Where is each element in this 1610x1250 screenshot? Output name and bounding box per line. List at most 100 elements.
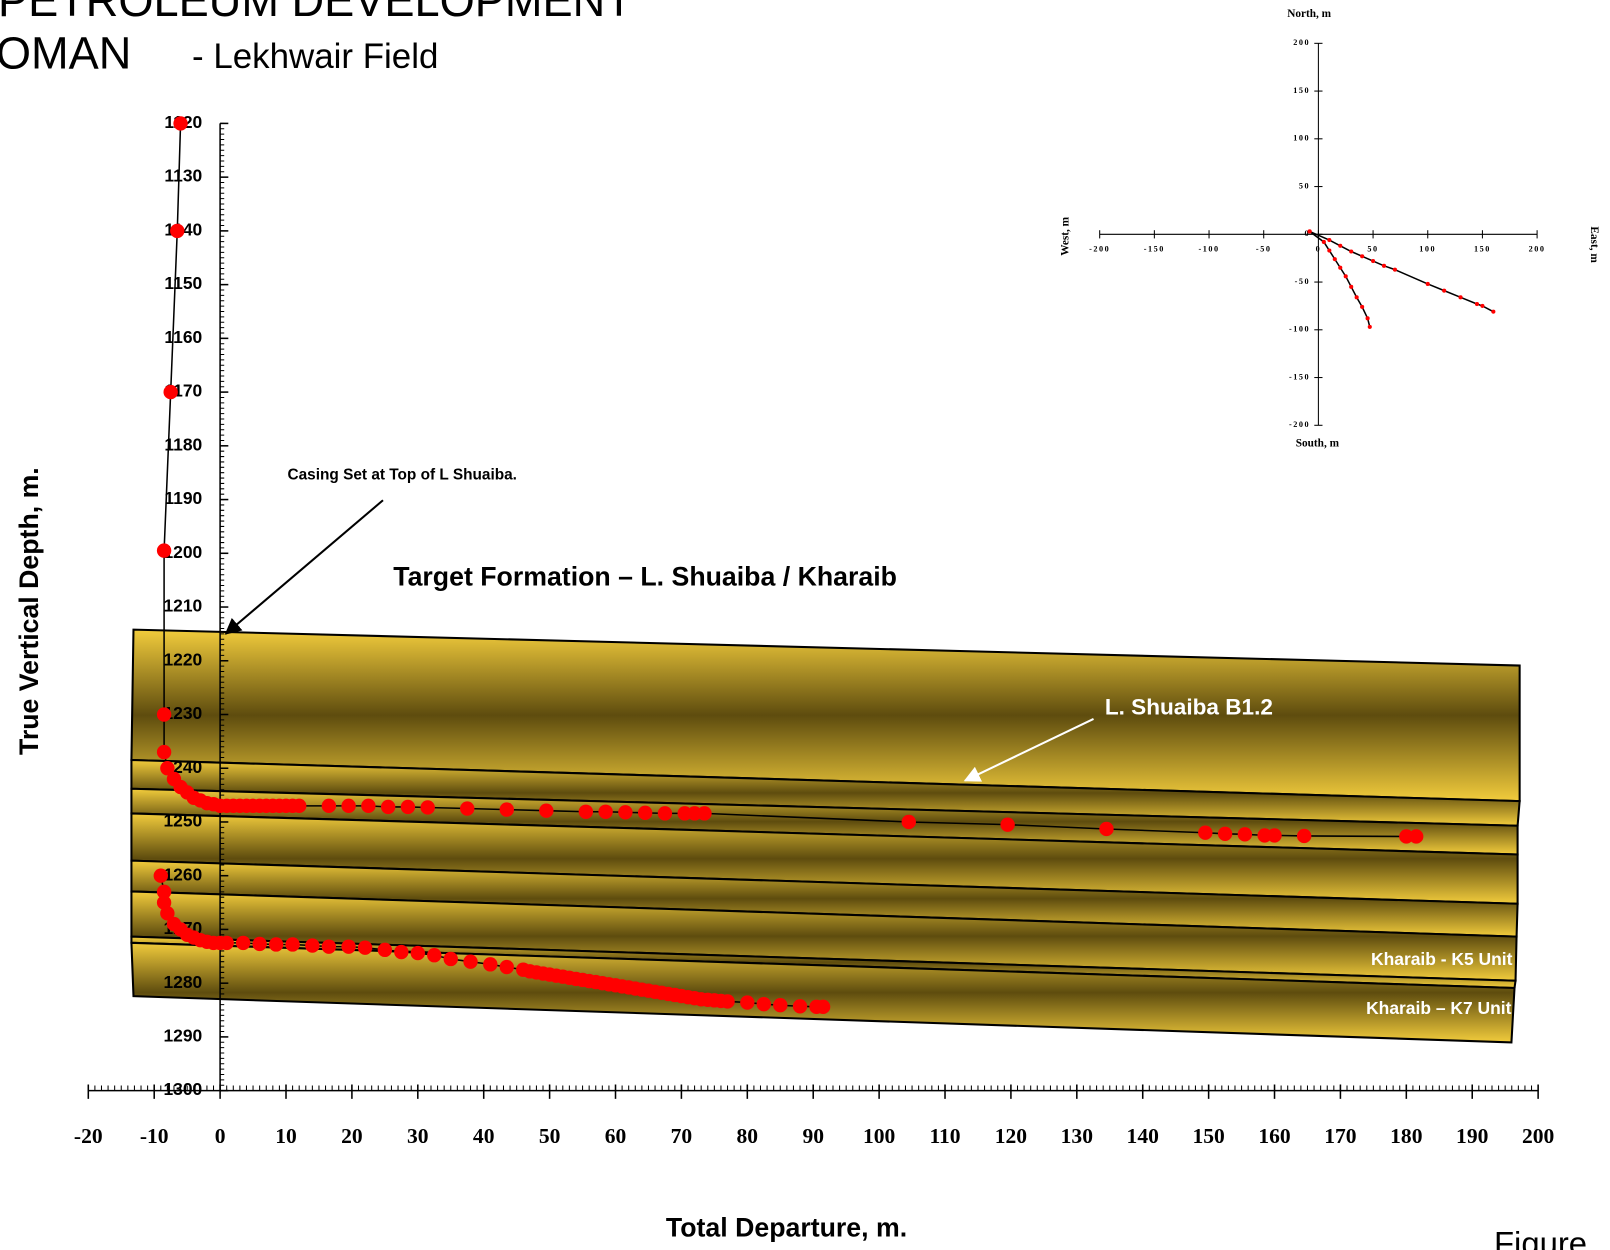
y-tick-label: 1260 xyxy=(163,864,202,884)
survey-point xyxy=(1321,239,1326,245)
survey-point xyxy=(720,994,735,1009)
survey-point xyxy=(1237,827,1253,842)
x-tick-label: 140 xyxy=(1127,1124,1159,1148)
survey-point xyxy=(618,805,633,820)
x-tick-label: -150 xyxy=(1144,245,1165,254)
survey-point xyxy=(1217,826,1233,841)
x-tick-label: 150 xyxy=(1474,245,1491,254)
annotation: Casing Set at Top of L Shuaiba. xyxy=(288,467,517,484)
x-tick-label: 190 xyxy=(1456,1124,1488,1148)
survey-point xyxy=(792,999,808,1014)
y-tick-label: 1300 xyxy=(163,1079,202,1099)
x-tick-label: 100 xyxy=(863,1124,895,1148)
x-tick-label: 50 xyxy=(539,1124,561,1148)
survey-point xyxy=(1000,817,1015,832)
survey-point xyxy=(901,814,916,830)
survey-point xyxy=(427,948,442,963)
header-line1: PETROLEUM DEVELOPMENT xyxy=(0,0,633,26)
x-axis-title: Total Departure, m. xyxy=(666,1212,907,1242)
survey-point xyxy=(394,944,409,960)
survey-point xyxy=(1442,288,1447,293)
survey-point xyxy=(773,998,788,1013)
x-tick-label: 90 xyxy=(802,1124,824,1148)
survey-point xyxy=(1354,295,1359,300)
survey-point xyxy=(1349,284,1354,289)
y-tick-label: 1200 xyxy=(163,542,202,562)
survey-point xyxy=(578,804,594,819)
trajectory-line xyxy=(1309,230,1494,313)
y-tick-label: 200 xyxy=(1293,38,1310,47)
arrow xyxy=(224,499,384,635)
survey-point xyxy=(156,744,172,760)
survey-point xyxy=(420,800,435,815)
axis-label: South, m xyxy=(1296,437,1340,449)
x-tick-label: 130 xyxy=(1061,1124,1093,1148)
annotation: Kharaib – K7 Unit xyxy=(1366,998,1512,1018)
survey-point xyxy=(341,798,356,814)
survey-point xyxy=(160,906,175,921)
survey-point xyxy=(321,798,337,814)
survey-point xyxy=(1480,303,1485,308)
x-tick-label: 40 xyxy=(473,1124,495,1148)
annotation: Kharaib - K5 Unit xyxy=(1371,949,1513,969)
y-tick-label: 150 xyxy=(1293,86,1310,95)
annotation: Target Formation – L. Shuaiba / Kharaib xyxy=(393,561,897,591)
survey-point xyxy=(1198,825,1213,840)
survey-point xyxy=(1349,249,1354,254)
y-tick-label: -200 xyxy=(1289,420,1310,429)
survey-point xyxy=(400,799,416,815)
survey-point xyxy=(1332,257,1337,262)
survey-point xyxy=(153,868,168,883)
survey-point xyxy=(499,802,514,817)
y-tick-label: 1230 xyxy=(163,703,202,723)
y-tick-label: -50 xyxy=(1295,277,1311,286)
y-axis-title: True Vertical Depth, m. xyxy=(14,467,44,755)
axis-label: East, m xyxy=(1588,226,1600,263)
y-tick-label: 1290 xyxy=(163,1026,202,1046)
survey-point xyxy=(361,798,376,814)
survey-point xyxy=(219,935,234,951)
survey-point xyxy=(285,937,300,952)
y-tick-label: 1210 xyxy=(163,596,202,616)
survey-point xyxy=(756,996,771,1012)
survey-point xyxy=(637,805,653,821)
survey-point xyxy=(1392,267,1397,272)
survey-point xyxy=(321,939,337,954)
survey-point xyxy=(1307,229,1312,234)
survey-point xyxy=(1399,829,1414,844)
y-tick-label: 1180 xyxy=(164,434,202,454)
survey-point xyxy=(460,801,475,816)
x-tick-label: -20 xyxy=(74,1124,103,1148)
x-tick-label: -100 xyxy=(1198,245,1219,254)
x-tick-label: 60 xyxy=(605,1124,627,1148)
survey-point xyxy=(268,937,284,952)
survey-point xyxy=(1458,295,1463,300)
x-tick-label: 30 xyxy=(407,1124,429,1148)
axis-label: West, m xyxy=(1059,216,1071,255)
survey-point xyxy=(1327,237,1332,243)
survey-point xyxy=(170,223,185,239)
survey-point xyxy=(539,803,554,818)
survey-point xyxy=(156,543,172,558)
survey-point xyxy=(815,999,831,1015)
survey-point xyxy=(657,806,673,821)
y-tick-label: -100 xyxy=(1289,325,1310,334)
survey-point xyxy=(173,116,188,131)
x-tick-label: 20 xyxy=(341,1124,363,1148)
x-tick-label: -200 xyxy=(1089,245,1110,254)
x-tick-label: 80 xyxy=(737,1124,759,1148)
survey-point xyxy=(357,940,373,955)
y-tick-label: 1160 xyxy=(164,327,202,347)
x-tick-label: 150 xyxy=(1192,1124,1224,1148)
y-tick-label: 0 xyxy=(1305,229,1311,238)
survey-point xyxy=(483,957,498,972)
survey-point xyxy=(380,799,396,815)
arrow xyxy=(963,718,1094,782)
survey-point xyxy=(291,798,307,814)
survey-point xyxy=(687,806,702,821)
survey-point xyxy=(1257,828,1272,843)
x-tick-label: 70 xyxy=(671,1124,693,1148)
survey-point xyxy=(1360,304,1365,309)
y-tick-label: 1280 xyxy=(163,972,202,992)
y-tick-label: 1250 xyxy=(163,811,202,831)
